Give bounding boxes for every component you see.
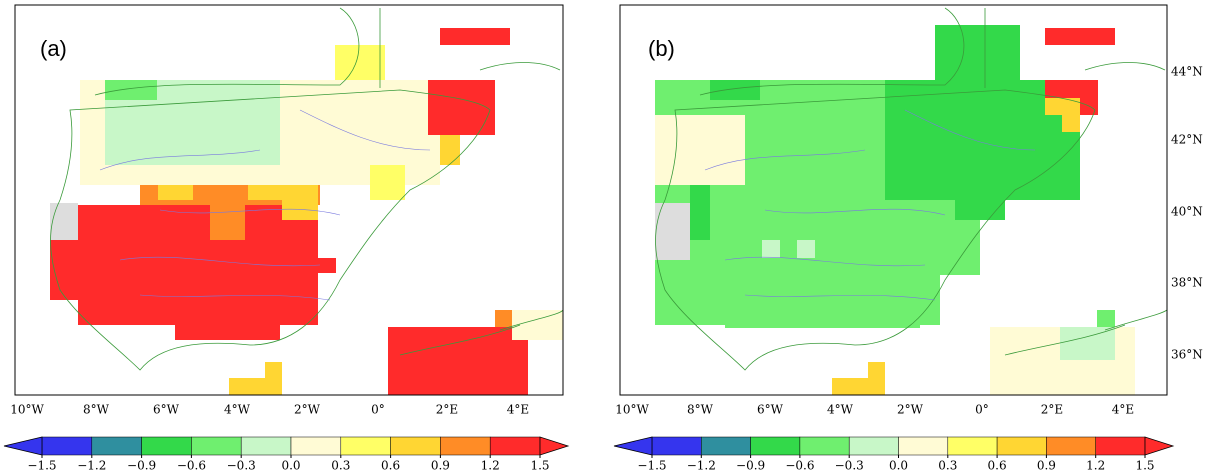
- colorbar-tick-label: −1.5: [637, 459, 666, 473]
- lon-label: 10°W: [615, 403, 649, 417]
- colorbar-bin: [1046, 436, 1096, 456]
- colorbar-extend-low: [613, 436, 653, 456]
- colorbar-tick-label: 0.0: [889, 459, 908, 473]
- colorbar-tick-label: 0.9: [431, 459, 450, 473]
- panel-label: (b): [648, 36, 675, 61]
- colorbar-tick-label: −1.5: [27, 459, 56, 473]
- lon-label: 4°E: [507, 403, 529, 417]
- lat-label: 44°N: [1171, 65, 1203, 79]
- colorbar-extend-high: [1144, 436, 1175, 456]
- map-a: [14, 4, 564, 396]
- colorbar-extend-low: [3, 436, 43, 456]
- colorbar-tick-label: −1.2: [687, 459, 716, 473]
- colorbar-tick-label: −0.6: [177, 459, 206, 473]
- colorbar-bin: [390, 436, 441, 456]
- lat-label: 38°N: [1171, 276, 1203, 290]
- colorbar-bin: [701, 436, 751, 456]
- colorbar-bin: [290, 436, 342, 456]
- lat-label: 42°N: [1171, 133, 1203, 147]
- colorbar-bin: [996, 436, 1047, 456]
- colorbar-tick-label: 1.2: [1086, 459, 1105, 473]
- colorbar-tick-label: 0.6: [988, 459, 1007, 473]
- colorbar-bin: [41, 436, 93, 456]
- lon-label: 6°W: [757, 403, 784, 417]
- colorbar-bin: [489, 436, 541, 456]
- colorbar-bin: [141, 436, 192, 456]
- colorbar-tick-label: 0.3: [331, 459, 350, 473]
- colorbar-tick-label: −1.2: [77, 459, 106, 473]
- colorbar-bin: [1095, 436, 1146, 456]
- colorbar-bin: [848, 436, 899, 456]
- colorbar-tick-label: 1.5: [530, 459, 549, 473]
- lon-label: 4°E: [1112, 403, 1134, 417]
- colorbar-tick-label: 0.0: [281, 459, 300, 473]
- lon-label: 2°W: [897, 403, 924, 417]
- colorbar-tick-label: 1.5: [1135, 459, 1154, 473]
- lon-label: 0°: [975, 403, 989, 417]
- lon-label: 8°W: [83, 403, 110, 417]
- lon-label: 2°W: [294, 403, 321, 417]
- lon-label: 8°W: [687, 403, 714, 417]
- map-b: [619, 4, 1168, 396]
- lon-label: 10°W: [10, 403, 44, 417]
- colorbar-bin: [750, 436, 801, 456]
- lon-label: 2°E: [436, 403, 458, 417]
- colorbar-tick-label: −0.9: [127, 459, 156, 473]
- panel-label: (a): [40, 36, 67, 61]
- colorbar-bin: [240, 436, 292, 456]
- colorbar-tick-label: 0.9: [1037, 459, 1056, 473]
- lat-label: 36°N: [1171, 348, 1203, 362]
- colorbar-bin: [898, 436, 949, 456]
- lon-label: 4°W: [827, 403, 854, 417]
- colorbar-bin: [191, 436, 242, 456]
- colorbar-extend-high: [539, 436, 570, 456]
- colorbar-tick-label: −0.9: [736, 459, 765, 473]
- colorbar-bin: [440, 436, 491, 456]
- colorbar-tick-label: 0.6: [381, 459, 400, 473]
- lon-label: 2°E: [1041, 403, 1063, 417]
- colorbar-bin: [799, 436, 850, 456]
- colorbar-tick-label: −0.3: [835, 459, 864, 473]
- lat-label: 40°N: [1171, 205, 1203, 219]
- colorbar-bin: [91, 436, 142, 456]
- colorbar-tick-label: 1.2: [481, 459, 500, 473]
- colorbar-bin: [651, 436, 702, 456]
- colorbar-bin: [947, 436, 998, 456]
- colorbar-bin: [340, 436, 391, 456]
- lon-label: 4°W: [224, 403, 251, 417]
- colorbar-tick-label: −0.3: [227, 459, 256, 473]
- colorbar-tick-label: 0.3: [938, 459, 957, 473]
- lon-label: 0°: [371, 403, 385, 417]
- colorbar-tick-label: −0.6: [785, 459, 814, 473]
- lon-label: 6°W: [153, 403, 180, 417]
